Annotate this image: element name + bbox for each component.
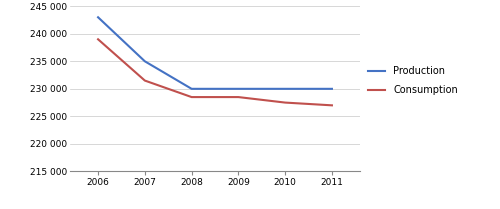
- Legend: Production, Consumption: Production, Consumption: [368, 66, 458, 95]
- Consumption: [188, 96, 194, 98]
- Production: [236, 88, 242, 90]
- Consumption: [282, 101, 288, 104]
- Consumption: [236, 96, 242, 98]
- Line: Production: Production: [98, 17, 332, 89]
- Production: [142, 60, 148, 62]
- Production: [282, 88, 288, 90]
- Line: Consumption: Consumption: [98, 39, 332, 105]
- Consumption: [142, 79, 148, 82]
- Consumption: [95, 38, 101, 41]
- Production: [188, 88, 194, 90]
- Production: [95, 16, 101, 19]
- Consumption: [329, 104, 335, 107]
- Production: [329, 88, 335, 90]
